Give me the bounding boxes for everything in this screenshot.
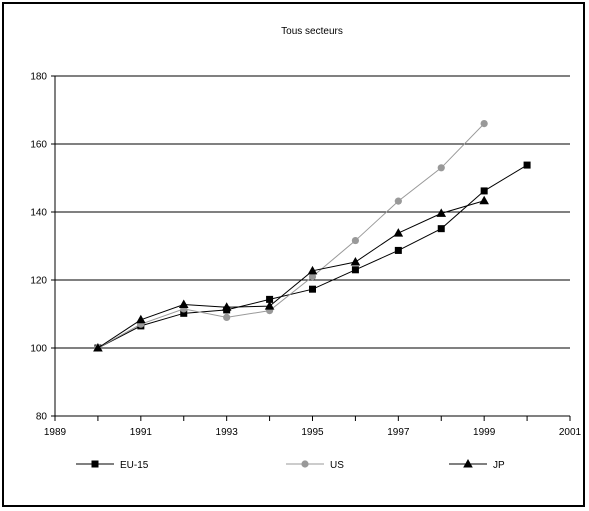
y-tick-label: 80	[36, 412, 48, 423]
series-line-jp	[97, 200, 485, 349]
x-tick-label: 1991	[130, 427, 153, 438]
data-point-eu-15	[480, 187, 488, 195]
data-point-jp	[350, 256, 361, 266]
y-tick-label: 140	[30, 208, 47, 219]
data-point-eu-15	[351, 266, 359, 274]
chart-title: Tous secteurs	[281, 26, 343, 37]
legend-marker-jp	[463, 459, 473, 468]
data-point-eu-15	[266, 295, 274, 303]
data-point-us	[223, 313, 231, 321]
legend-marker-us	[301, 460, 309, 468]
data-point-eu-15	[180, 309, 188, 317]
legend-marker-eu-15	[91, 460, 99, 468]
legend-label-eu-15: EU-15	[120, 460, 149, 471]
legend-label-jp: JP	[493, 460, 505, 471]
y-tick-label: 180	[30, 72, 47, 83]
data-point-jp	[93, 343, 103, 352]
data-point-jp	[307, 265, 318, 275]
line-chart: Tous secteurs 80 100 120 140 160 180 1989 1991 1…	[30, 26, 582, 471]
data-point-us	[351, 236, 360, 245]
series-line-us	[97, 123, 485, 349]
legend-label-us: US	[330, 460, 344, 471]
data-point-us	[480, 120, 488, 128]
data-point-jp	[136, 314, 146, 324]
x-tick-label: 1993	[216, 427, 239, 438]
x-tick-label: 1999	[473, 427, 496, 438]
y-tick-label: 120	[30, 276, 47, 287]
data-point-us	[437, 164, 445, 172]
data-point-us	[308, 273, 317, 281]
y-tick-label: 100	[30, 344, 47, 355]
data-point-jp	[436, 208, 447, 217]
data-point-jp	[178, 299, 189, 308]
data-point-eu-15	[309, 285, 316, 293]
x-tick-label: 1997	[387, 427, 410, 438]
x-tick-label: 1989	[44, 427, 67, 438]
chart-frame: Tous secteurs 80 100 120 140 160 180 1989 1991 1…	[2, 2, 585, 507]
data-point-eu-15	[437, 225, 445, 233]
data-point-us	[394, 197, 402, 205]
data-point-jp	[393, 228, 404, 237]
data-point-jp	[264, 301, 275, 310]
x-tick-label: 2001	[559, 427, 582, 438]
series-line-eu-15	[97, 164, 528, 349]
data-point-eu-15	[523, 161, 531, 169]
y-tick-label: 160	[30, 140, 47, 151]
data-point-jp	[479, 195, 489, 205]
data-point-eu-15	[394, 246, 402, 254]
data-point-jp	[221, 302, 232, 311]
x-tick-label: 1995	[301, 427, 324, 438]
